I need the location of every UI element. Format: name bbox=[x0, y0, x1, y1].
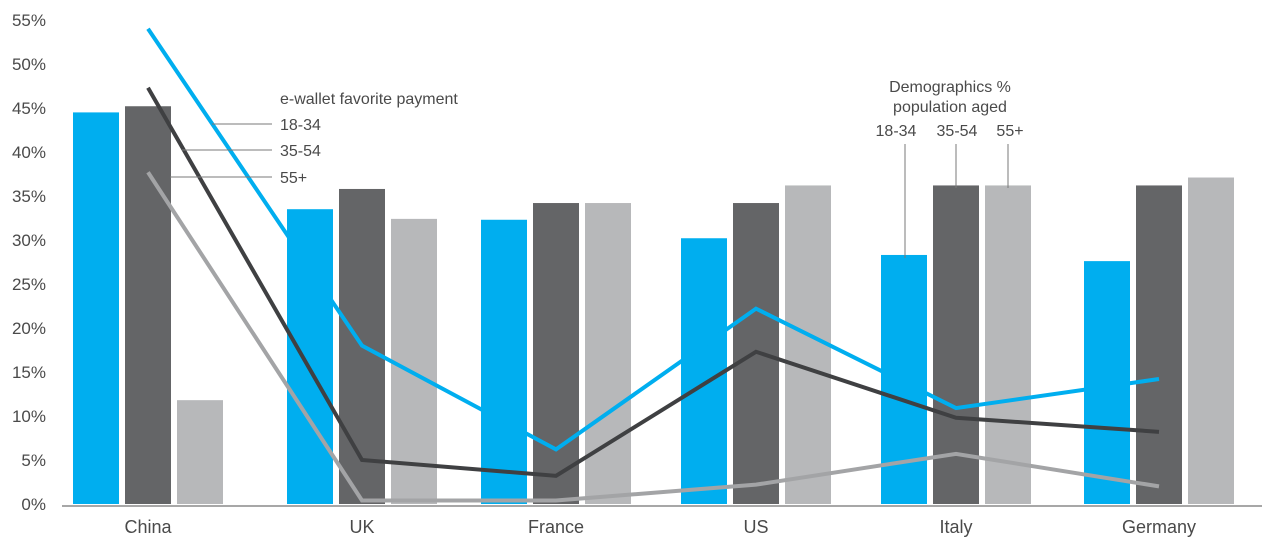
lines bbox=[146, 27, 1160, 503]
bar-55-plus-china bbox=[177, 400, 223, 504]
line-55-plus bbox=[146, 171, 1160, 503]
bar-35-54-italy bbox=[933, 185, 979, 504]
bar-55-plus-france bbox=[585, 203, 631, 505]
line-legend-title: e-wallet favorite payment bbox=[280, 91, 458, 108]
bar-legend: Demographics % population aged 18-34 35-… bbox=[876, 79, 1024, 258]
y-tick-label: 35% bbox=[12, 187, 46, 206]
bar-18-34-china bbox=[73, 112, 119, 505]
line-35-54 bbox=[146, 86, 1160, 478]
bar-legend-label-35-54: 35-54 bbox=[937, 123, 978, 140]
x-axis: China UK France US Italy Germany bbox=[124, 517, 1196, 537]
x-tick-label: UK bbox=[349, 517, 374, 537]
bar-35-54-france bbox=[533, 203, 579, 505]
line-legend: e-wallet favorite payment 18-34 35-54 55… bbox=[170, 91, 458, 187]
y-tick-label: 50% bbox=[12, 55, 46, 74]
y-tick-label: 20% bbox=[12, 319, 46, 338]
bar-legend-title-line1: Demographics % bbox=[889, 79, 1011, 96]
y-tick-label: 55% bbox=[12, 11, 46, 30]
bar-legend-label-55-plus: 55+ bbox=[996, 123, 1023, 140]
bar-legend-title-line2: population aged bbox=[893, 99, 1007, 116]
bars bbox=[73, 106, 1234, 505]
bar-legend-label-18-34: 18-34 bbox=[876, 123, 917, 140]
y-tick-label: 40% bbox=[12, 143, 46, 162]
x-tick-label: Germany bbox=[1122, 517, 1196, 537]
bar-55-plus-uk bbox=[391, 218, 437, 504]
y-tick-label: 15% bbox=[12, 363, 46, 382]
bar-35-54-germany bbox=[1136, 185, 1182, 504]
y-axis: 0% 5% 10% 15% 20% 25% 30% 35% 40% 45% 50% 55% bbox=[12, 11, 46, 514]
x-tick-label: US bbox=[743, 517, 768, 537]
y-tick-label: 10% bbox=[12, 407, 46, 426]
x-tick-label: China bbox=[124, 517, 172, 537]
y-tick-label: 45% bbox=[12, 99, 46, 118]
y-tick-label: 30% bbox=[12, 231, 46, 250]
bar-35-54-china bbox=[125, 106, 171, 505]
line-18-34 bbox=[146, 27, 1160, 452]
bar-18-34-us bbox=[681, 238, 727, 505]
y-tick-label: 0% bbox=[21, 495, 46, 514]
bar-55-plus-us bbox=[785, 185, 831, 504]
bar-55-plus-italy bbox=[985, 185, 1031, 504]
line-legend-label-18-34: 18-34 bbox=[280, 117, 321, 134]
bar-18-34-italy bbox=[881, 254, 927, 504]
line-legend-label-35-54: 35-54 bbox=[280, 143, 321, 160]
bar-18-34-uk bbox=[287, 209, 333, 504]
x-tick-label: France bbox=[528, 517, 584, 537]
y-tick-label: 5% bbox=[21, 451, 46, 470]
bar-18-34-france bbox=[481, 219, 527, 504]
x-tick-label: Italy bbox=[939, 517, 972, 537]
line-legend-label-55-plus: 55+ bbox=[280, 170, 307, 187]
y-tick-label: 25% bbox=[12, 275, 46, 294]
bar-55-plus-germany bbox=[1188, 177, 1234, 504]
